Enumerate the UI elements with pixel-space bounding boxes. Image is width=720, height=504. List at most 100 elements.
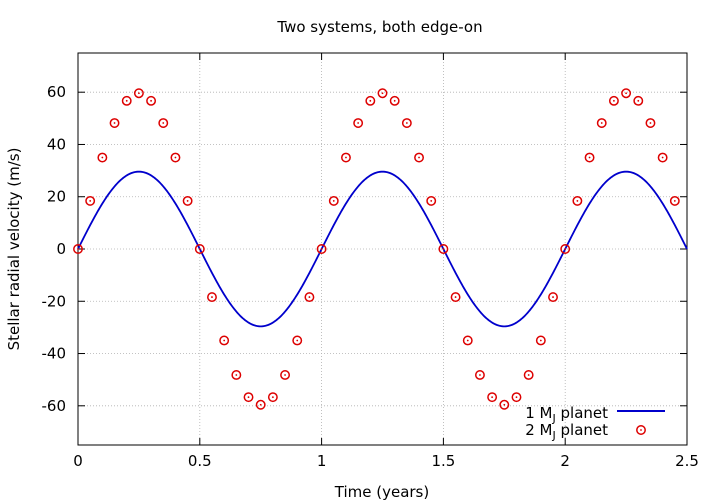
data-point-dot: [369, 99, 372, 102]
data-point-dot: [649, 122, 652, 124]
x-tick-label: 0.5: [188, 452, 212, 470]
data-point-ring: [377, 88, 388, 99]
data-point: [341, 152, 351, 163]
data-point-dot: [515, 396, 518, 399]
data-point: [243, 392, 254, 403]
data-point-dot: [89, 200, 92, 202]
data-point: [353, 118, 364, 128]
data-point: [474, 370, 485, 380]
data-point: [267, 392, 278, 403]
data-point-dot: [393, 99, 396, 102]
data-point-ring: [535, 335, 546, 346]
data-point-ring: [560, 244, 571, 254]
data-point-dot: [345, 156, 347, 159]
data-point: [207, 292, 217, 303]
data-point-ring: [657, 152, 668, 163]
data-point: [304, 292, 315, 303]
data-point-ring: [584, 152, 595, 163]
data-point-ring: [85, 195, 96, 206]
data-point-ring: [523, 370, 534, 380]
data-point-dot: [539, 339, 542, 342]
data-point: [133, 88, 144, 99]
data-point-dot: [527, 374, 530, 376]
data-point: [596, 118, 607, 128]
data-point-dot: [332, 200, 335, 202]
data-point-ring: [97, 152, 108, 163]
data-point: [414, 152, 424, 163]
data-point-ring: [426, 195, 437, 206]
data-point-ring: [243, 392, 254, 403]
y-tick-label: 0: [56, 240, 66, 258]
legend-point-dot: [640, 429, 642, 431]
data-point-dot: [198, 248, 201, 250]
data-point-dot: [430, 200, 433, 202]
data-point-dot: [576, 200, 579, 202]
data-point-dot: [247, 396, 250, 399]
data-point: [487, 392, 498, 403]
data-point: [328, 195, 339, 206]
x-tick-label: 1: [317, 452, 327, 470]
data-point: [669, 195, 680, 206]
legend-label-2mj: 2 MJ planet: [525, 421, 608, 442]
x-axis-label: Time (years): [334, 483, 429, 501]
data-point-dot: [162, 122, 165, 124]
y-axis-label: Stellar radial velocity (m/s): [5, 148, 23, 351]
data-point-dot: [600, 122, 603, 124]
data-point-dot: [503, 403, 506, 406]
data-point: [194, 244, 205, 254]
x-tick-labels: 0 0.5 1 1.5 2 2.5: [73, 452, 699, 470]
data-point: [608, 95, 619, 106]
data-point-ring: [267, 392, 278, 403]
data-point-dot: [479, 374, 481, 376]
data-point: [73, 244, 83, 254]
data-point: [511, 392, 522, 403]
data-point-dot: [259, 403, 262, 406]
data-point-ring: [414, 152, 424, 163]
data-point: [462, 335, 473, 346]
data-point-ring: [182, 195, 193, 206]
data-point-ring: [401, 118, 412, 128]
data-point-dot: [211, 296, 213, 298]
data-point: [499, 399, 510, 410]
data-point-ring: [353, 118, 364, 128]
data-point: [401, 118, 412, 128]
data-point: [231, 370, 242, 380]
data-point-dot: [77, 248, 79, 250]
data-point: [535, 335, 546, 346]
data-point: [292, 335, 303, 346]
data-point-ring: [621, 88, 632, 99]
data-point-dot: [296, 339, 299, 342]
data-point-ring: [633, 95, 644, 106]
data-point-ring: [474, 370, 485, 380]
data-point: [219, 335, 230, 346]
data-point: [548, 292, 558, 303]
y-tick-labels: -60 -40 -20 0 20 40 60: [42, 83, 67, 415]
data-point: [633, 95, 644, 106]
legend-label-1mj: 1 MJ planet: [525, 404, 608, 425]
axis-ticks: [77, 53, 688, 445]
data-point: [170, 152, 181, 163]
data-point-ring: [341, 152, 351, 163]
data-point-ring: [596, 118, 607, 128]
series-1mj-line-group: [77, 170, 688, 328]
x-tick-label: 2: [560, 452, 570, 470]
y-tick-label: -60: [42, 397, 67, 415]
x-tick-label: 1.5: [431, 452, 455, 470]
data-point-ring: [438, 244, 449, 254]
data-point-dot: [613, 99, 615, 102]
data-point: [438, 244, 449, 254]
data-point-ring: [194, 244, 205, 254]
y-tick-label: 20: [47, 188, 66, 206]
data-point-dot: [491, 396, 494, 399]
data-point: [121, 95, 132, 106]
data-point-dot: [320, 248, 323, 250]
y-tick-label: 40: [47, 135, 66, 153]
legend: 1 MJ planet 2 MJ planet: [525, 404, 665, 442]
data-point-ring: [73, 244, 83, 254]
data-point: [572, 195, 583, 206]
data-point-ring: [548, 292, 558, 303]
data-point: [523, 370, 534, 380]
data-point-dot: [418, 156, 420, 159]
data-point-dot: [588, 156, 591, 159]
data-point-dot: [284, 374, 286, 376]
